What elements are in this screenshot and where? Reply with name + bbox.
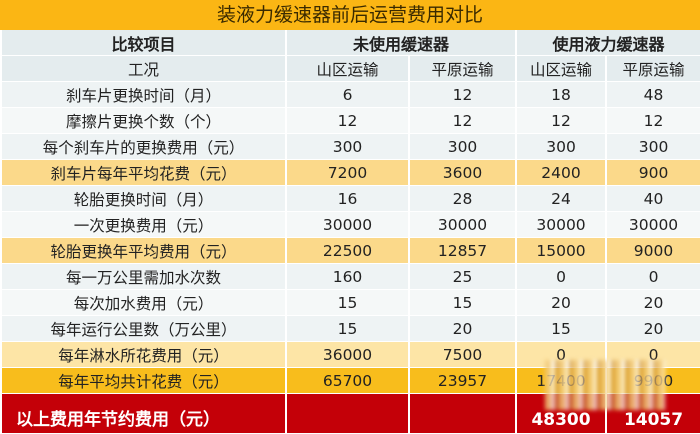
table-row: 轮胎更换时间（月） 16 28 24 40	[0, 185, 700, 212]
row-label: 一次更换费用（元）	[0, 211, 287, 238]
row-value: 20	[407, 315, 518, 342]
row-value: 24	[515, 185, 608, 212]
row-value: 22500	[285, 237, 410, 264]
row-value: 30000	[407, 211, 518, 238]
row-value: 2400	[515, 159, 608, 186]
row-label: 刹车片更换时间（月）	[0, 81, 287, 108]
row-value: 300	[407, 133, 518, 160]
row-value: 12	[407, 107, 518, 134]
row-value: 30000	[515, 211, 608, 238]
table-row: 一次更换费用（元） 30000 30000 30000 30000	[0, 211, 700, 238]
row-value: 30000	[285, 211, 410, 238]
row-label: 每次加水费用（元）	[0, 289, 287, 316]
row-value: 15	[407, 289, 518, 316]
row-label: 每年平均共计花费（元）	[0, 367, 287, 394]
row-label: 刹车片每年平均花费（元）	[0, 159, 287, 186]
watermark-blur	[545, 360, 665, 410]
header-condition-cell: 山区运输	[515, 55, 608, 82]
row-value: 9000	[605, 237, 700, 264]
header-with-retarder: 使用液力缓速器	[515, 30, 700, 56]
row-value: 6	[285, 81, 410, 108]
row-value: 20	[515, 289, 608, 316]
table-row: 每次加水费用（元） 15 15 20 20	[0, 289, 700, 316]
row-value: 12	[285, 107, 410, 134]
row-value: 15	[515, 315, 608, 342]
savings-value	[285, 393, 410, 434]
table-row: 每年淋水所花费用（元） 36000 7500 0 0	[0, 341, 700, 368]
row-label: 摩擦片更换个数（个）	[0, 107, 287, 134]
table-row: 轮胎更换年平均费用（元） 22500 12857 15000 9000	[0, 237, 700, 264]
table-row: 刹车片每年平均花费（元） 7200 3600 2400 900	[0, 159, 700, 186]
row-value: 300	[515, 133, 608, 160]
row-value: 300	[605, 133, 700, 160]
row-value: 16	[285, 185, 410, 212]
row-value: 300	[285, 133, 410, 160]
table-title: 装液力缓速器前后运营费用对比	[0, 0, 700, 30]
row-value: 30000	[605, 211, 700, 238]
header-row-conditions: 工况 山区运输 平原运输 山区运输 平原运输	[0, 55, 700, 82]
row-value: 15	[285, 315, 410, 342]
row-value: 36000	[285, 341, 410, 368]
row-value: 25	[407, 263, 518, 290]
row-label: 每年淋水所花费用（元）	[0, 341, 287, 368]
row-value: 15000	[515, 237, 608, 264]
row-value: 20	[605, 289, 700, 316]
header-row-groups: 比较项目 未使用缓速器 使用液力缓速器	[0, 30, 700, 56]
row-label: 每一万公里需加水次数	[0, 263, 287, 290]
row-value: 20	[605, 315, 700, 342]
row-value: 23957	[407, 367, 518, 394]
table-row: 刹车片更换时间（月） 6 12 18 48	[0, 81, 700, 108]
row-value: 12857	[407, 237, 518, 264]
header-item: 比较项目	[0, 30, 287, 56]
savings-label: 以上费用年节约费用（元）	[0, 393, 287, 434]
row-value: 0	[515, 263, 608, 290]
row-value: 12	[515, 107, 608, 134]
row-label: 每年运行公里数（万公里）	[0, 315, 287, 342]
row-value: 18	[515, 81, 608, 108]
row-label: 轮胎更换年平均费用（元）	[0, 237, 287, 264]
header-condition-cell: 平原运输	[407, 55, 518, 82]
row-value: 65700	[285, 367, 410, 394]
row-label: 每个刹车片的更换费用（元）	[0, 133, 287, 160]
row-value: 3600	[407, 159, 518, 186]
header-condition: 工况	[0, 55, 287, 82]
header-condition-cell: 平原运输	[605, 55, 700, 82]
row-value: 15	[285, 289, 410, 316]
table-row: 每年运行公里数（万公里） 15 20 15 20	[0, 315, 700, 342]
row-value: 48	[605, 81, 700, 108]
table-row: 摩擦片更换个数（个） 12 12 12 12	[0, 107, 700, 134]
row-value: 12	[407, 81, 518, 108]
row-value: 40	[605, 185, 700, 212]
table-row: 每一万公里需加水次数 160 25 0 0	[0, 263, 700, 290]
row-value: 900	[605, 159, 700, 186]
row-label: 轮胎更换时间（月）	[0, 185, 287, 212]
row-value: 7200	[285, 159, 410, 186]
header-without-retarder: 未使用缓速器	[284, 30, 518, 56]
table-row: 每个刹车片的更换费用（元） 300 300 300 300	[0, 133, 700, 160]
row-value: 0	[605, 263, 700, 290]
row-value: 7500	[407, 341, 518, 368]
header-condition-cell: 山区运输	[285, 55, 410, 82]
row-value: 12	[605, 107, 700, 134]
row-value: 160	[285, 263, 410, 290]
comparison-table: 比较项目 未使用缓速器 使用液力缓速器 工况 山区运输 平原运输 山区运输 平原…	[0, 30, 700, 434]
row-value: 28	[407, 185, 518, 212]
savings-value	[407, 393, 518, 434]
